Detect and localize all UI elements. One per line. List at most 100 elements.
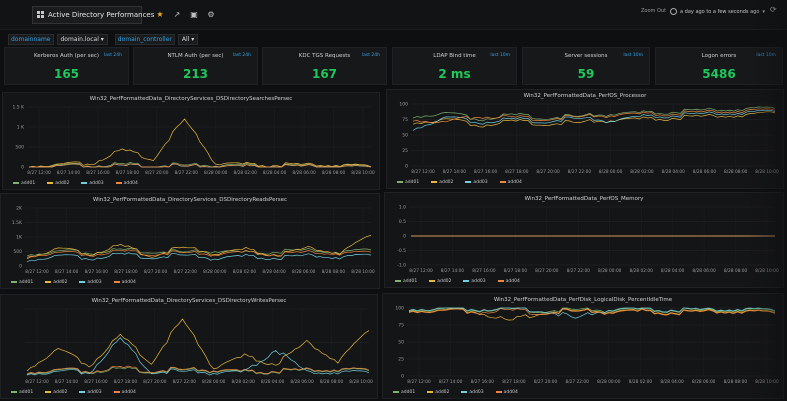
legend-item[interactable]: add03 <box>465 180 488 185</box>
legend-item[interactable]: add01 <box>395 279 417 284</box>
x-tick-label: 8/28 08:00 <box>322 170 346 176</box>
x-tick-label: 8/28 00:00 <box>597 379 621 385</box>
variable-select-domain-controller[interactable]: All ▾ <box>177 33 199 45</box>
graph-panel-disk-idle[interactable]: 100 75 50 25 0 8/27 12:00 8/27 14:00 8/27 16:00… <box>382 293 784 399</box>
stat-title: LDAP Bind time <box>433 53 476 59</box>
stat-panel-ntlm[interactable]: NTLM Auth (per sec) last 24h 213 <box>133 47 258 85</box>
legend-item[interactable]: add01 <box>393 390 415 395</box>
x-tick-label: 8/27 12:00 <box>411 169 435 175</box>
series-line-add02 <box>408 308 776 321</box>
panel-title: Win32_PerfFormattedData_PerfDisk_Logical… <box>493 297 673 303</box>
legend-item[interactable]: add04 <box>113 280 136 285</box>
chart-legend: add01 add02 add03 add04 <box>393 390 518 395</box>
legend-item[interactable]: add02 <box>45 280 67 285</box>
x-tick-label: 8/28 06:00 <box>692 379 716 385</box>
legend-item[interactable]: add02 <box>431 180 453 185</box>
stat-panel-kerberos[interactable]: Kerberos Auth (per sec) last 24h 165 <box>4 47 129 85</box>
y-tick-label: 75 <box>402 117 408 123</box>
chart-legend: add01 add02 add03 add04 <box>13 181 138 186</box>
graph-panel-reads[interactable]: 2K 1.5K 1K 500 0 8/27 12:00 8/27 14:00 8/27 16:… <box>0 193 380 289</box>
stat-time-link[interactable]: last 10m <box>623 53 643 58</box>
y-tick-label: 1.5K <box>12 220 23 226</box>
graph-panel-writes[interactable]: 8/27 12:00 8/27 14:00 8/27 16:00 8/27 18:00… <box>0 294 378 399</box>
chevron-down-icon: ▾ <box>158 11 162 18</box>
graph-panel-processor[interactable]: 100 75 50 25 0 8/27 12:00 8/27 14:00 8/27 16:00… <box>386 89 784 189</box>
legend-item[interactable]: add04 <box>115 181 138 186</box>
stat-panel-ldap-bind[interactable]: LDAP Bind time last 10m 2 ms <box>392 47 517 85</box>
legend-swatch <box>429 279 436 282</box>
legend-swatch <box>393 390 399 393</box>
stat-title: KDC TGS Requests <box>298 53 351 59</box>
stat-time-link[interactable]: last 24h <box>361 53 380 58</box>
time-range-picker[interactable]: a day ago to a few seconds ago ▾ <box>670 5 765 18</box>
stat-panel-logon-errors[interactable]: Logon errors last 10m 5486 <box>655 47 783 85</box>
x-tick-label: 8/27 18:00 <box>502 379 526 385</box>
x-tick-label: 8/28 02:00 <box>629 268 653 274</box>
save-icon[interactable]: ▣ <box>190 10 198 19</box>
legend-item[interactable]: add03 <box>463 279 486 284</box>
stat-time-link[interactable]: last 24h <box>103 53 122 58</box>
share-icon[interactable]: ↗ <box>173 10 181 19</box>
variable-select-domainname[interactable]: domain.local ▾ <box>56 33 108 45</box>
legend-swatch <box>427 390 434 393</box>
x-tick-label: 8/27 14:00 <box>441 268 465 274</box>
legend-label: add03 <box>473 180 488 185</box>
x-tick-label: 8/28 02:00 <box>233 269 257 275</box>
x-tick-label: 8/27 18:00 <box>116 170 140 176</box>
stat-time-link[interactable]: last 10m <box>756 53 776 58</box>
legend-item[interactable]: add04 <box>499 180 522 185</box>
legend-item[interactable]: add04 <box>113 390 136 395</box>
legend-item[interactable]: add03 <box>81 181 104 186</box>
x-tick-label: 8/27 20:00 <box>145 170 169 176</box>
legend-item[interactable]: add04 <box>495 390 518 395</box>
graph-panel-memory[interactable]: 1.0 0.5 0 -0.5 -1.0 8/27 12:00 8/27 14:00 8/27 … <box>384 192 784 288</box>
zoom-out-button[interactable]: Zoom Out <box>641 8 667 14</box>
legend-swatch <box>397 180 403 183</box>
legend-label: add01 <box>19 280 34 285</box>
series-line-add04 <box>29 163 372 168</box>
dashboard-picker-button[interactable]: Active Directory Performances ▾ <box>32 5 161 24</box>
x-tick-label: 8/28 00:00 <box>598 268 622 274</box>
stat-panel-server-sessions[interactable]: Server sessions last 10m 59 <box>522 47 650 85</box>
chart-svg: 8/27 12:00 8/27 14:00 8/27 16:00 8/27 18:00… <box>25 308 373 385</box>
x-tick-label: 8/27 18:00 <box>114 379 138 385</box>
legend-item[interactable]: add01 <box>11 280 33 285</box>
time-range-label: a day ago to a few seconds ago <box>680 8 760 15</box>
y-tick-label: 75 <box>398 323 404 329</box>
star-icon[interactable]: ★ <box>156 10 164 19</box>
stat-time-link[interactable]: last 10m <box>490 53 510 58</box>
legend-label: add01 <box>403 279 418 284</box>
graph-panel-searches[interactable]: 1.5 K 1 K 500 0 8/27 12:00 8/27 14:00 8/27 16:… <box>2 92 380 190</box>
y-tick-label: 0 <box>19 264 22 270</box>
variable-value: All <box>181 35 190 43</box>
legend-item[interactable]: add01 <box>397 180 419 185</box>
legend-label: add04 <box>121 390 136 395</box>
legend-item[interactable]: add01 <box>13 181 35 186</box>
x-tick-label: 8/28 04:00 <box>261 379 285 385</box>
legend-item[interactable]: add02 <box>45 390 67 395</box>
chart-legend: add01 add02 add03 add04 <box>395 279 520 284</box>
stat-panel-kdc-tgs[interactable]: KDC TGS Requests last 24h 167 <box>262 47 387 85</box>
legend-swatch <box>47 181 54 184</box>
stat-time-link[interactable]: last 24h <box>232 53 251 58</box>
legend-item[interactable]: add04 <box>497 279 520 284</box>
legend-item[interactable]: add01 <box>11 390 33 395</box>
refresh-icon[interactable]: ⟳ <box>770 5 777 14</box>
x-tick-label: 8/28 02:00 <box>231 379 255 385</box>
y-tick-label: 0 <box>405 164 408 170</box>
template-variables: domainname domain.local ▾ domain_control… <box>8 33 199 45</box>
legend-item[interactable]: add03 <box>461 390 484 395</box>
chart-svg: 2K 1.5K 1K 500 08/27 12:00 8/27 14:00 8/27 16:… <box>12 206 375 276</box>
legend-label: add02 <box>53 280 68 285</box>
legend-item[interactable]: add03 <box>79 390 102 395</box>
x-tick-label: 8/27 20:00 <box>144 269 168 275</box>
x-tick-label: 8/28 02:00 <box>233 170 257 176</box>
legend-item[interactable]: add02 <box>427 390 449 395</box>
legend-item[interactable]: add02 <box>429 279 451 284</box>
legend-label: add04 <box>121 280 136 285</box>
x-tick-label: 8/27 18:00 <box>114 269 138 275</box>
y-tick-label: 500 <box>15 145 24 151</box>
gear-icon[interactable]: ⚙ <box>207 10 215 19</box>
legend-item[interactable]: add03 <box>79 280 102 285</box>
legend-item[interactable]: add02 <box>47 181 69 186</box>
